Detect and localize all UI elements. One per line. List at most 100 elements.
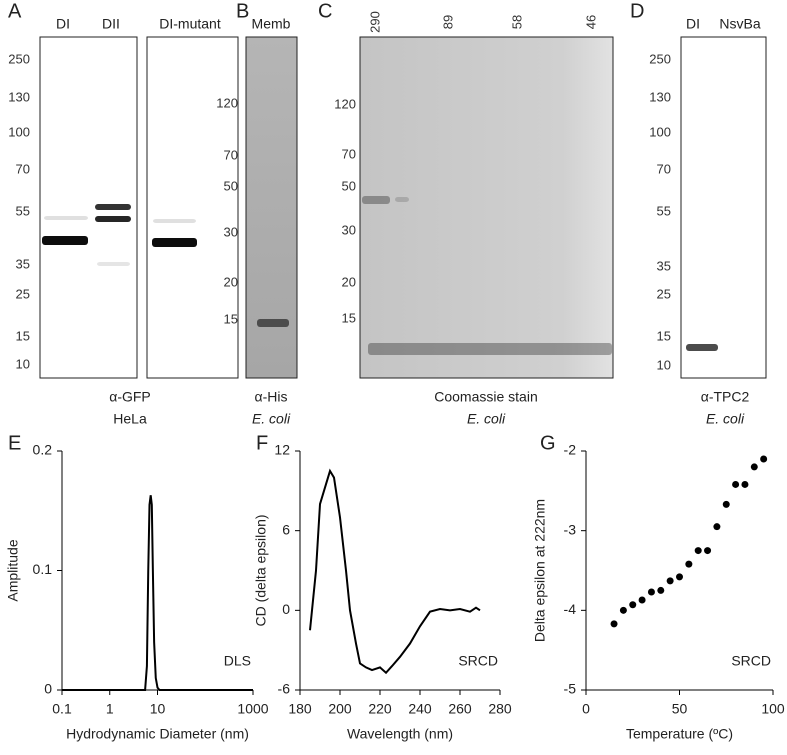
y-tick-label: -3 bbox=[564, 521, 577, 537]
mw-marker: 25 bbox=[657, 286, 671, 301]
data-point bbox=[647, 588, 655, 596]
x-tick-label: 280 bbox=[488, 701, 512, 717]
panel-letter: G bbox=[540, 432, 556, 454]
gel-band bbox=[42, 236, 88, 245]
lane-label: Memb bbox=[252, 16, 291, 32]
gel-band bbox=[686, 344, 718, 351]
mw-marker: 15 bbox=[224, 311, 238, 326]
gel-band bbox=[257, 319, 289, 327]
data-point bbox=[666, 577, 674, 585]
annotation: SRCD bbox=[731, 653, 771, 669]
data-point bbox=[638, 596, 646, 604]
y-tick-label: -4 bbox=[564, 601, 577, 617]
panel-letter: E bbox=[8, 432, 21, 454]
gel-band bbox=[95, 204, 131, 210]
mw-marker: 100 bbox=[8, 124, 30, 139]
panel-letter: A bbox=[8, 0, 22, 22]
y-tick-label: -2 bbox=[564, 442, 577, 458]
x-tick-label: 260 bbox=[448, 701, 472, 717]
caption: α-TPC2 bbox=[701, 389, 750, 405]
mw-marker: 70 bbox=[657, 161, 671, 176]
gel-band bbox=[368, 343, 612, 355]
panel-letter: D bbox=[630, 0, 644, 22]
mw-marker: 15 bbox=[657, 328, 671, 343]
x-axis-label: Temperature (ºC) bbox=[626, 726, 733, 742]
y-axis-label: Amplitude bbox=[5, 539, 21, 601]
data-point bbox=[610, 620, 618, 628]
data-point bbox=[713, 523, 721, 531]
x-tick-label: 1 bbox=[106, 701, 114, 717]
mw-marker: 130 bbox=[649, 89, 671, 104]
x-tick-label: 200 bbox=[328, 701, 352, 717]
mw-marker: 20 bbox=[224, 274, 238, 289]
gel-band bbox=[362, 196, 390, 204]
y-axis-label: CD (delta epsilon) bbox=[253, 514, 269, 626]
data-point bbox=[750, 463, 758, 471]
mw-marker: 70 bbox=[16, 161, 30, 176]
data-point bbox=[676, 573, 683, 581]
x-tick-label: 0 bbox=[582, 701, 590, 717]
data-point bbox=[704, 547, 712, 555]
y-tick-label: 0.1 bbox=[33, 561, 53, 577]
mw-marker: 30 bbox=[342, 222, 356, 237]
mw-marker: 55 bbox=[657, 203, 671, 218]
mw-marker: 100 bbox=[649, 124, 671, 139]
y-tick-label: -5 bbox=[564, 681, 577, 697]
gel-band bbox=[153, 219, 196, 223]
x-tick-label: 0.1 bbox=[52, 701, 72, 717]
y-tick-label: 12 bbox=[274, 442, 290, 458]
mw-marker: 50 bbox=[342, 178, 356, 193]
mw-marker: 70 bbox=[224, 147, 238, 162]
gel-lane bbox=[359, 36, 614, 379]
mw-marker: 120 bbox=[216, 95, 238, 110]
gel-band bbox=[44, 216, 88, 220]
lane-label: NsvBa bbox=[719, 16, 760, 32]
mw-marker: 120 bbox=[334, 96, 356, 111]
y-axis-label: Delta epsilon at 222nm bbox=[532, 499, 548, 642]
caption: α-GFP bbox=[109, 389, 151, 405]
data-point bbox=[694, 547, 702, 555]
mw-marker: 15 bbox=[16, 328, 30, 343]
caption: α-His bbox=[255, 389, 288, 405]
lane-label: 46 bbox=[583, 15, 598, 29]
caption: Coomassie stain bbox=[434, 389, 538, 405]
data-point bbox=[741, 480, 749, 488]
data-point bbox=[760, 455, 768, 463]
lane-label: 58 bbox=[509, 15, 524, 29]
lane-label: 290 bbox=[367, 11, 382, 33]
gel-band bbox=[97, 262, 130, 266]
x-tick-label: 10 bbox=[150, 701, 166, 717]
gel-band bbox=[95, 216, 131, 222]
panel-letter: B bbox=[236, 0, 249, 22]
caption: E. coli bbox=[467, 411, 506, 427]
mw-marker: 25 bbox=[16, 286, 30, 301]
data-point bbox=[619, 606, 627, 614]
lane-label: DI bbox=[56, 16, 70, 32]
mw-marker: 10 bbox=[657, 357, 671, 372]
panel-letter: C bbox=[318, 0, 332, 22]
mw-marker: 15 bbox=[342, 310, 356, 325]
mw-marker: 55 bbox=[16, 203, 30, 218]
gel-band bbox=[395, 197, 409, 202]
y-tick-label: 0.2 bbox=[33, 442, 53, 458]
x-tick-label: 100 bbox=[761, 701, 785, 717]
mw-marker: 30 bbox=[224, 224, 238, 239]
x-tick-label: 180 bbox=[288, 701, 312, 717]
mw-marker: 50 bbox=[224, 178, 238, 193]
caption: HeLa bbox=[113, 411, 147, 427]
mw-marker: 10 bbox=[16, 356, 30, 371]
x-axis-label: Hydrodynamic Diameter (nm) bbox=[66, 726, 249, 742]
lane-label: DI bbox=[686, 16, 700, 32]
lane-label: DI-mutant bbox=[159, 16, 221, 32]
y-tick-label: 6 bbox=[282, 521, 290, 537]
data-line bbox=[309, 468, 481, 675]
caption: E. coli bbox=[252, 411, 291, 427]
caption: E. coli bbox=[706, 411, 745, 427]
mw-marker: 130 bbox=[8, 89, 30, 104]
gel-lane bbox=[146, 36, 239, 379]
mw-marker: 20 bbox=[342, 274, 356, 289]
mw-marker: 250 bbox=[649, 51, 671, 66]
panel-letter: F bbox=[256, 432, 268, 454]
annotation: SRCD bbox=[458, 653, 498, 669]
